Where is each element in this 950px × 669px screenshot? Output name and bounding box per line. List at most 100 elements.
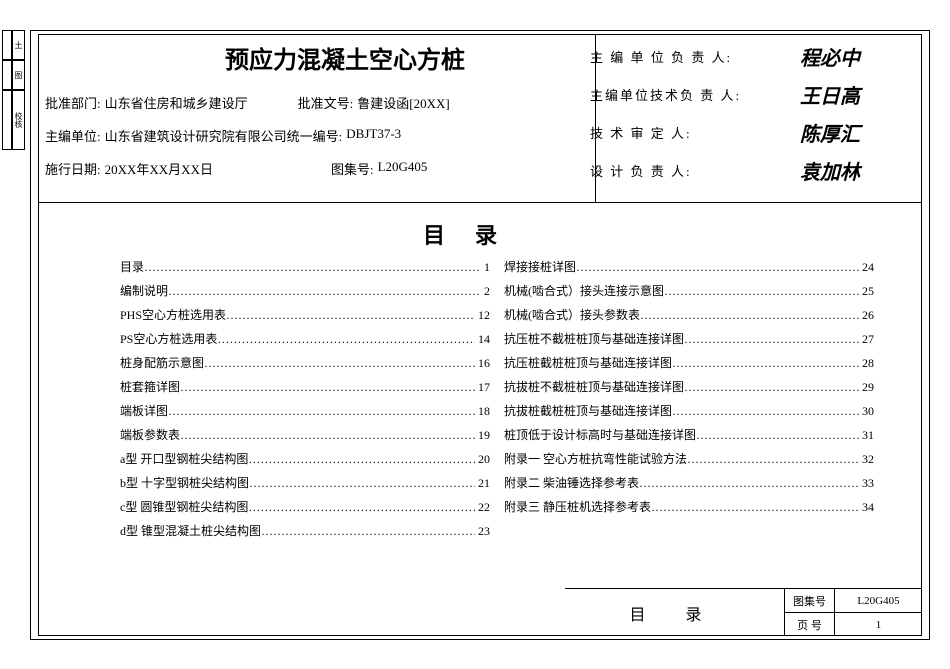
toc-row: 附录三 静压桩机选择参考表 34: [504, 498, 874, 515]
toc-right-column: 焊接接桩详图 24 机械(啮合式）接头连接示意图25 机械(啮合式）接头参数表 26 抗压…: [504, 258, 874, 546]
toc-label: PS空心方桩选用表: [120, 330, 217, 347]
signature-image: 袁加林: [800, 156, 880, 185]
toc-label: 机械(啮合式）接头连接示意图: [504, 282, 664, 299]
toc-dots: [217, 332, 475, 347]
toc-label: 端板参数表: [120, 426, 180, 443]
toc-row: 抗压桩不截桩桩顶与基础连接详图27: [504, 330, 874, 347]
toc-dots: [180, 380, 475, 395]
side-label: 图: [12, 60, 25, 90]
side-signature-column: [2, 30, 12, 150]
toc-page: 22: [475, 500, 490, 515]
toc-label: 桩身配筋示意图: [120, 354, 204, 371]
toc-label: 附录一 空心方桩抗弯性能试验方法: [504, 450, 687, 467]
toc-label: 桩套箍详图: [120, 378, 180, 395]
approval-dept-label: 批准部门:: [45, 93, 101, 112]
toc-row: PHS空心方桩选用表 12: [120, 306, 490, 323]
toc-label: 桩顶低于设计标高时与基础连接详图: [504, 426, 696, 443]
toc-page: 23: [475, 524, 490, 539]
toc-dots: [687, 452, 859, 467]
sig-label: 设 计 负 责 人:: [590, 161, 692, 180]
footer-page-row: 页 号 1: [785, 613, 922, 636]
toc-row: 机械(啮合式）接头参数表 26: [504, 306, 874, 323]
toc-row: 附录一 空心方桩抗弯性能试验方法 32: [504, 450, 874, 467]
toc-row: 目录1: [120, 258, 490, 275]
toc-dots: [640, 308, 859, 323]
signature-row: 设 计 负 责 人: 袁加林: [590, 158, 880, 182]
toc-row: 抗压桩截桩桩顶与基础连接详图28: [504, 354, 874, 371]
toc-dots: [249, 476, 475, 491]
toc-row: b型 十字型钢桩尖结构图21: [120, 474, 490, 491]
toc-dots: [180, 428, 475, 443]
unified-no-value: DBJT37-3: [346, 126, 401, 145]
impl-date-label: 施行日期:: [45, 159, 101, 178]
toc-row: a型 开口型钢桩尖结构图20: [120, 450, 490, 467]
side-label: 校核: [12, 90, 25, 150]
toc-page: 34: [859, 500, 874, 515]
toc-row: 桩套箍详图 17: [120, 378, 490, 395]
toc-dots: [226, 308, 475, 323]
toc-page: 30: [859, 404, 874, 419]
footer-right: 图集号 L20G405 页 号 1: [785, 589, 922, 636]
document-title: 预应力混凝土空心方桩: [155, 40, 535, 75]
toc-label: d型 锥型混凝土桩尖结构图: [120, 522, 261, 539]
toc-label: PHS空心方桩选用表: [120, 306, 226, 323]
toc-dots: [651, 500, 859, 515]
toc-row: 端板详图18: [120, 402, 490, 419]
toc-page: 16: [475, 356, 490, 371]
toc-label: 目录: [120, 258, 144, 275]
unified-no-label: 统一编号:: [287, 126, 343, 145]
toc-label: 编制说明: [120, 282, 168, 299]
toc-label: 附录三 静压桩机选择参考表: [504, 498, 651, 515]
sig-label: 技 术 审 定 人:: [590, 123, 692, 142]
toc-label: 附录二 柴油锤选择参考表: [504, 474, 639, 491]
signature-block: 主 编 单 位 负 责 人: 程必中 主编单位技术负 责 人: 王日高 技 术 …: [590, 44, 880, 196]
toc-page: 26: [859, 308, 874, 323]
toc-page: 24: [859, 260, 874, 275]
toc-left-column: 目录1编制说明2PHS空心方桩选用表12PS空心方桩选用表14桩身配筋示意图16…: [120, 258, 490, 546]
toc-row: 抗拔桩不截桩桩顶与基础连接详图 29: [504, 378, 874, 395]
toc-page: 21: [475, 476, 490, 491]
atlas-no-label: 图集号:: [331, 159, 374, 178]
toc-dots: [639, 476, 859, 491]
toc-dots: [664, 284, 859, 299]
toc-page: 33: [859, 476, 874, 491]
toc-dots: [204, 356, 475, 371]
toc-dots: [672, 404, 859, 419]
toc-page: 32: [859, 452, 874, 467]
toc-label: 焊接接桩详图: [504, 258, 576, 275]
toc-label: 抗拔桩不截桩桩顶与基础连接详图: [504, 378, 684, 395]
toc-row: 机械(啮合式）接头连接示意图25: [504, 282, 874, 299]
toc-page: 31: [859, 428, 874, 443]
editor-unit-value: 山东省建筑设计研究院有限公司: [105, 126, 287, 145]
toc-dots: [168, 284, 481, 299]
toc-page: 19: [475, 428, 490, 443]
toc-row: 附录二 柴油锤选择参考表 33: [504, 474, 874, 491]
approval-dept-value: 山东省住房和城乡建设厅: [105, 93, 248, 112]
footer-atlas-label: 图集号: [785, 589, 835, 612]
toc-page: 17: [475, 380, 490, 395]
toc-label: c型 圆锥型钢桩尖结构图: [120, 498, 248, 515]
toc-label: 抗压桩截桩桩顶与基础连接详图: [504, 354, 672, 371]
header-block: 预应力混凝土空心方桩 批准部门: 山东省住房和城乡建设厅 批准文号: 鲁建设函[…: [45, 40, 915, 200]
toc-row: c型 圆锥型钢桩尖结构图 22: [120, 498, 490, 515]
atlas-no-value: L20G405: [378, 159, 428, 178]
toc-page: 29: [859, 380, 874, 395]
signature-row: 主 编 单 位 负 责 人: 程必中: [590, 44, 880, 68]
toc-page: 18: [475, 404, 490, 419]
toc-row: 编制说明2: [120, 282, 490, 299]
toc-row: d型 锥型混凝土桩尖结构图 23: [120, 522, 490, 539]
signature-row: 技 术 审 定 人: 陈厚汇: [590, 120, 880, 144]
toc-page: 27: [859, 332, 874, 347]
toc-dots: [672, 356, 859, 371]
signature-image: 王日高: [800, 80, 880, 109]
toc-row: 焊接接桩详图 24: [504, 258, 874, 275]
editor-unit-label: 主编单位:: [45, 126, 101, 145]
toc-row: 桩顶低于设计标高时与基础连接详图 31: [504, 426, 874, 443]
sig-label: 主 编 单 位 负 责 人:: [590, 47, 732, 66]
toc-dots: [248, 452, 475, 467]
toc-dots: [576, 260, 859, 275]
toc-title: 目录: [0, 218, 950, 250]
toc-page: 12: [475, 308, 490, 323]
toc-label: 机械(啮合式）接头参数表: [504, 306, 640, 323]
footer-atlas-row: 图集号 L20G405: [785, 589, 922, 613]
